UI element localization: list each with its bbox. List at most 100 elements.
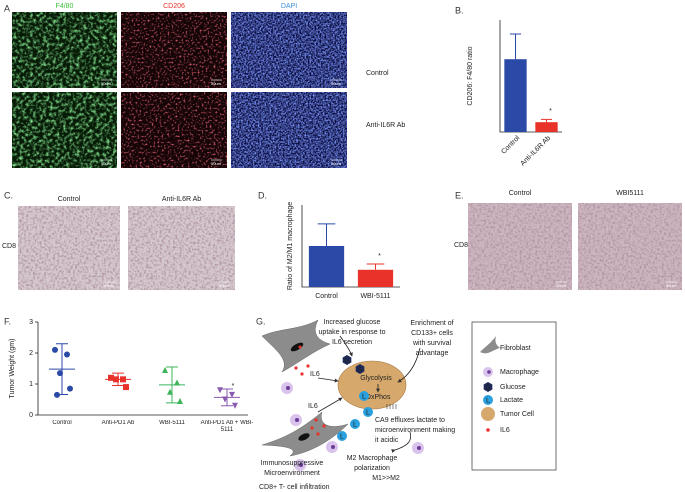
micrograph-texture — [121, 92, 227, 168]
x-tick-label: Control — [315, 293, 338, 300]
bar — [308, 246, 345, 287]
panel-label: A — [4, 3, 10, 13]
diagram-text: microenvironment making — [375, 427, 455, 434]
column-label: Control — [58, 196, 81, 203]
panel-label: G. — [256, 316, 266, 326]
lactate-icon — [359, 391, 369, 401]
panel-label: F. — [4, 316, 11, 326]
panel-label: D. — [258, 190, 267, 200]
diagram-text: M2 Macrophage — [347, 455, 398, 462]
diagram-text: polarization — [354, 465, 390, 472]
legend-macrophage-nucleus — [487, 370, 491, 374]
channel-label: DAPI — [281, 3, 297, 10]
diagram-text: advantage — [416, 350, 449, 357]
data-point — [217, 387, 223, 394]
x-tick-label: Control — [500, 134, 521, 155]
micrograph-texture — [578, 203, 682, 290]
y-tick-label: 1 — [29, 381, 33, 388]
error-bar — [540, 118, 553, 123]
macrophages — [281, 382, 424, 471]
diagram-text: Immunosuppressive — [261, 460, 324, 467]
panel-label: C. — [4, 190, 13, 200]
y-axis-label: CD206: F4/80 ratio — [467, 46, 474, 105]
arrow — [339, 335, 353, 357]
diagram-text: OxPhos — [366, 394, 391, 401]
error-bar — [221, 388, 233, 407]
data-point — [232, 402, 238, 409]
row-label: Anti-IL6R Ab — [366, 122, 405, 129]
micrograph-texture — [12, 92, 117, 168]
scale-bar-label: 50um — [331, 161, 342, 166]
legend-label: Macrophage — [500, 369, 539, 376]
row-label: CD8 — [2, 243, 16, 250]
panel-label: B. — [455, 5, 464, 15]
legend-box — [471, 321, 557, 471]
lactate-label: L — [486, 397, 490, 404]
x-tick-label-box: Anti-PD1 Ab — [101, 420, 135, 426]
diagram-text: IL6 — [308, 403, 318, 410]
channel-label: F4/80 — [56, 3, 74, 10]
legend-label: Lactate — [500, 397, 523, 404]
micrograph-texture — [12, 12, 117, 88]
data-point — [123, 384, 129, 391]
diagram-text: IL6 secretion — [332, 339, 372, 346]
diagram-text: CD8+ T- cell infiltration — [259, 484, 330, 491]
diagram-text: CD133+ cells — [411, 330, 453, 337]
diagram-text: uptake in response to — [319, 329, 386, 336]
glucose-icon — [342, 355, 352, 365]
y-tick-label: 0 — [29, 412, 33, 419]
panel-label: E. — [455, 190, 464, 200]
column-label: Anti-IL6R Ab — [162, 196, 201, 203]
column-label: Control — [509, 190, 532, 197]
tumor-cell — [337, 360, 407, 410]
error-bar — [56, 343, 68, 396]
channel-label: CD206 — [163, 3, 185, 10]
legend-fibroblast — [480, 336, 500, 354]
data-point — [174, 379, 180, 386]
legend-il6 — [486, 428, 490, 432]
scale-bar-label: 50um — [556, 283, 567, 288]
data-point — [52, 346, 58, 353]
glucose-label: G — [344, 357, 349, 364]
x-tick-label: Anti-PD1 Ab — [101, 420, 135, 426]
lactate-icon — [363, 407, 373, 417]
error-bar — [366, 263, 385, 270]
data-point — [67, 385, 73, 392]
lactate-icon — [350, 419, 360, 429]
x-tick-label: WBI-5111 — [360, 293, 390, 300]
diagram-text: it acidic — [375, 437, 399, 444]
lactate-label: L — [362, 393, 366, 400]
micrograph-texture — [468, 203, 572, 290]
row-label: CD8 — [454, 242, 468, 249]
diagram-text: with survival — [412, 340, 452, 347]
x-tick-label: Anti-PD1 Ab + WBI-5111 — [200, 420, 254, 433]
bar — [357, 269, 394, 287]
data-point — [108, 374, 114, 381]
micrograph-texture — [18, 206, 120, 290]
data-point — [229, 391, 235, 398]
nucleus — [298, 433, 310, 441]
arrow — [317, 377, 339, 383]
glucose-icon — [483, 382, 493, 392]
lactate-icon — [337, 431, 347, 441]
efflux-channel — [386, 404, 397, 409]
micrograph-texture — [128, 206, 235, 290]
lactate-icon — [483, 395, 493, 405]
y-tick-label: 2 — [29, 350, 33, 357]
y-tick-label: 3 — [29, 319, 33, 326]
scale-bar-label: 50um — [331, 81, 342, 86]
il6-dots — [294, 364, 326, 436]
arrow — [397, 347, 421, 383]
scale-bar-label: 50um — [219, 283, 230, 288]
glucose-label: G — [357, 366, 362, 373]
data-point — [64, 351, 70, 358]
scale-bar-label: 50um — [101, 81, 112, 86]
legend-label: Fibroblast — [500, 345, 531, 352]
significance: * — [378, 253, 381, 260]
glucose-icon — [355, 364, 365, 374]
legend-label: Tumor Cell — [500, 411, 534, 418]
error-bar — [112, 372, 124, 387]
significance: * — [549, 108, 552, 115]
error-bar — [317, 223, 336, 246]
